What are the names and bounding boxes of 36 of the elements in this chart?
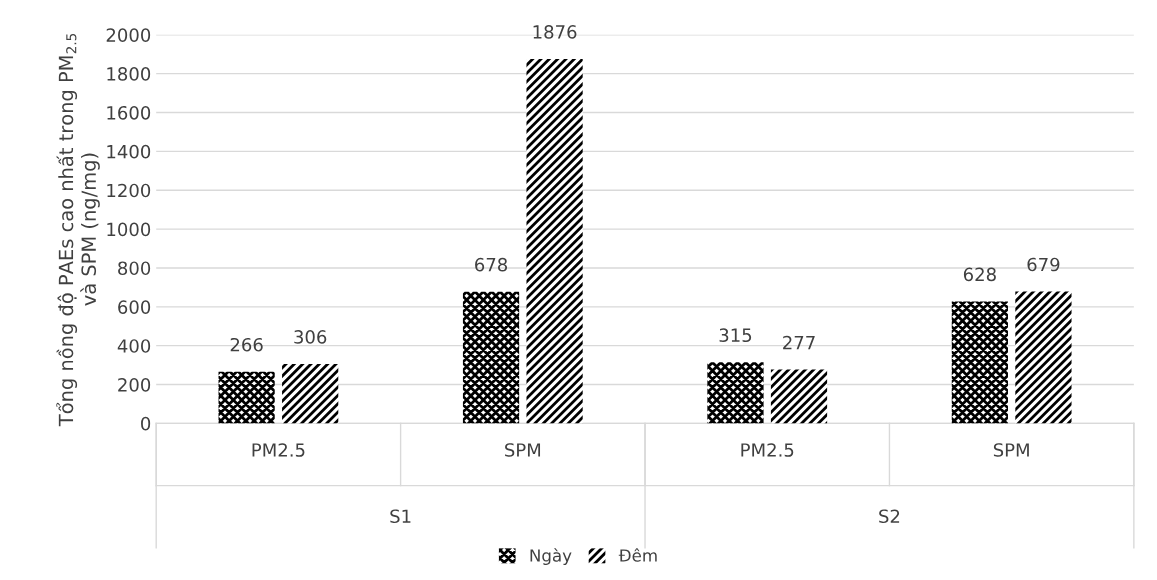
data-label: 678 bbox=[475, 257, 508, 272]
x-tick-label: SPM bbox=[505, 443, 541, 457]
bar bbox=[707, 362, 764, 424]
bar bbox=[526, 58, 583, 424]
bar bbox=[218, 371, 275, 424]
x-tick-label: SPM bbox=[993, 443, 1029, 457]
y-tick-label: 1400 bbox=[107, 144, 151, 159]
y-tick-label: 1000 bbox=[107, 222, 151, 237]
bar bbox=[282, 363, 339, 424]
data-label: 277 bbox=[783, 335, 815, 350]
bar bbox=[770, 369, 828, 424]
x-tick-label: PM2.5 bbox=[741, 443, 794, 457]
legend-label: Ngày bbox=[530, 548, 572, 565]
bar bbox=[1015, 291, 1072, 424]
text: S2 bbox=[879, 509, 900, 524]
y-tick-label: 800 bbox=[118, 261, 151, 276]
y-tick-label: 200 bbox=[118, 378, 151, 392]
data-label: 1876 bbox=[533, 25, 577, 39]
data-label: 628 bbox=[963, 267, 996, 282]
data-label: 306 bbox=[294, 330, 327, 344]
text: Tổng nồng độ PAEs cao nhất trong PM$_{2.5}$ và SPM (ng/mg) bbox=[56, 33, 100, 427]
y-tick-label: 400 bbox=[117, 339, 151, 353]
bar bbox=[951, 301, 1008, 424]
x-tick-label: PM2.5 bbox=[252, 443, 305, 457]
bar bbox=[462, 291, 520, 424]
y-tick-label: 600 bbox=[118, 300, 151, 314]
data-label: 679 bbox=[1027, 257, 1060, 272]
y-tick-label: 1800 bbox=[107, 67, 151, 81]
data-label: 315 bbox=[719, 328, 752, 343]
y-tick-label: 2000 bbox=[106, 28, 151, 42]
text: S1 bbox=[390, 509, 411, 524]
y-tick-label: 0 bbox=[141, 416, 151, 431]
data-label: 266 bbox=[230, 337, 263, 352]
y-tick-label: 1200 bbox=[107, 183, 151, 198]
y-tick-label: 1600 bbox=[107, 105, 151, 120]
legend-label: Đêm bbox=[618, 548, 657, 562]
